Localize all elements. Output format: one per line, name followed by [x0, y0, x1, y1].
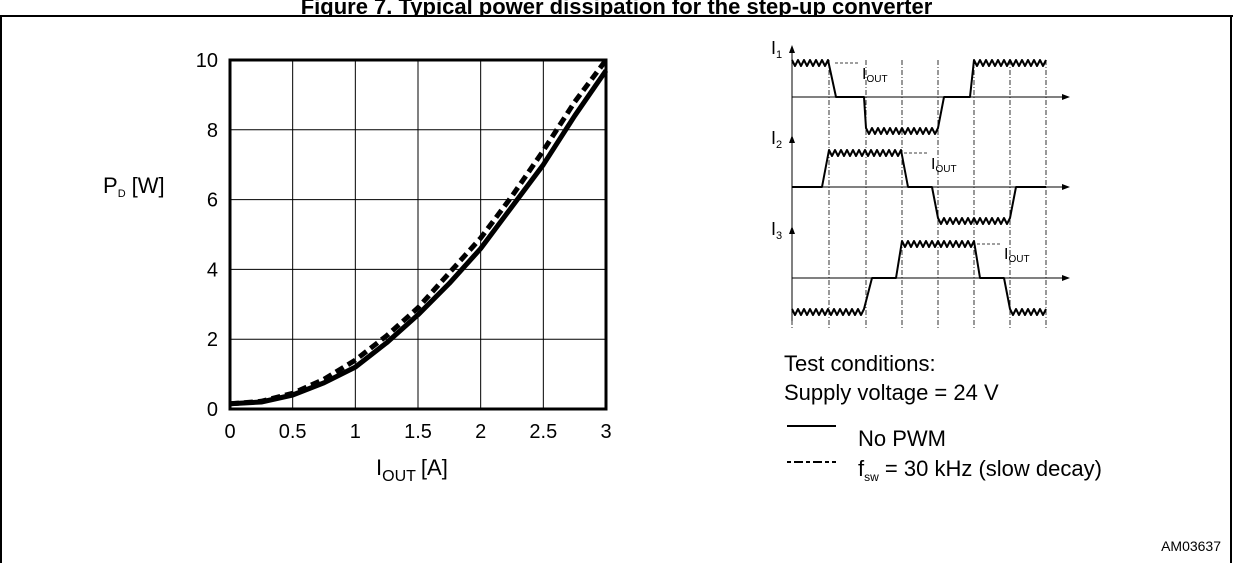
iout-label-2: IOUT — [931, 156, 957, 175]
x-tick-label-3: 1.5 — [404, 421, 432, 443]
x-tick-label-2: 1 — [350, 421, 361, 443]
waveform-1-axis-arrow — [1062, 94, 1070, 100]
series-dashed-line — [229, 58, 609, 407]
waveform-2-current-arrow — [789, 135, 795, 143]
y-tick-label-4: 8 — [207, 120, 218, 142]
x-tick-label-0: 0 — [224, 421, 235, 443]
waveform-2-axis-arrow — [1062, 184, 1070, 190]
x-tick-label-1: 0.5 — [279, 421, 307, 443]
y-tick-label-5: 10 — [196, 50, 218, 72]
legend: No PWM fsw = 30 kHz (slow decay) — [787, 425, 1102, 484]
x-axis-label: IOUT [A] — [376, 455, 448, 485]
y-tick-label-2: 4 — [207, 259, 218, 281]
y-tick-labels: 0 2 4 6 8 10 — [196, 50, 218, 421]
waveform-1-label: I1 — [771, 38, 782, 61]
supply-voltage-text: Supply voltage = 24 V — [784, 380, 999, 405]
x-tick-label-4: 2 — [475, 421, 486, 443]
y-tick-label-0: 0 — [207, 399, 218, 421]
iout-label-1: IOUT — [862, 66, 888, 85]
x-tick-label-5: 2.5 — [529, 421, 557, 443]
chart-grid — [229, 59, 607, 410]
x-tick-label-6: 3 — [600, 421, 611, 443]
y-tick-label-3: 6 — [207, 190, 218, 212]
y-tick-label-1: 2 — [207, 329, 218, 351]
waveform-3-current-arrow — [789, 226, 795, 234]
figure-code: AM03637 — [1161, 538, 1221, 554]
plot-area-border — [228, 58, 608, 411]
waveform-3-trace — [791, 240, 1047, 316]
power-dissipation-chart: 0 0.5 1 1.5 2 2.5 3 0 2 4 6 8 10 PD [W] IOUT [A] — [103, 50, 612, 485]
phase-current-waveforms: I1 IOUT I2 IOUT I3 IOUT — [771, 38, 1070, 330]
series-layer — [229, 58, 609, 407]
waveform-3-axis-arrow — [1062, 275, 1070, 281]
x-tick-labels: 0 0.5 1 1.5 2 2.5 3 — [224, 421, 611, 443]
legend-solid-label: No PWM — [858, 426, 946, 451]
iout-label-3: IOUT — [1004, 246, 1030, 265]
waveform-1-trace — [791, 59, 1047, 135]
test-conditions-heading: Test conditions: — [784, 351, 936, 376]
figure-caption: Figure 7. Typical power dissipation for … — [300, 0, 933, 16]
legend-dashed-label: fsw = 30 kHz (slow decay) — [858, 456, 1102, 484]
waveform-1-current-arrow — [789, 45, 795, 53]
waveform-2-label: I2 — [771, 128, 782, 151]
waveform-3-label: I3 — [771, 219, 782, 242]
waveform-2-trace — [792, 149, 1046, 225]
y-axis-label: PD [W] — [103, 173, 165, 200]
